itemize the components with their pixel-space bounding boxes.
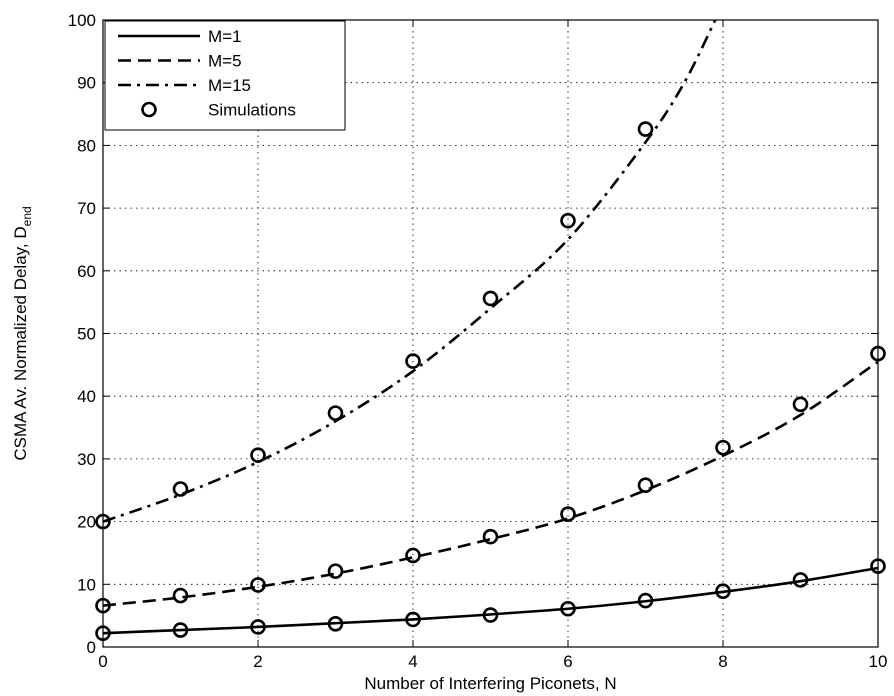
x-tick-label: 0 [98, 652, 107, 671]
y-tick-label: 10 [77, 575, 96, 594]
series-line-m-15 [102, 19, 717, 523]
simulation-markers [95, 121, 886, 642]
simulation-point [715, 583, 731, 599]
y-tick-label: 20 [77, 513, 96, 532]
y-tick-label: 80 [77, 136, 96, 155]
simulation-point [405, 611, 421, 628]
legend-box [104, 20, 346, 131]
x-tick-label: 10 [869, 652, 888, 671]
simulation-point [250, 577, 266, 593]
legend-label-m-5: M=5 [208, 52, 242, 71]
legend-label-simulations: Simulations [208, 101, 296, 120]
legend: M=1 M=5 M=15 Simulations [104, 20, 346, 131]
simulation-point [327, 405, 344, 421]
legend-label-m-15: M=15 [208, 76, 251, 95]
y-tick-label: 90 [77, 74, 96, 93]
x-tick-label: 8 [718, 652, 727, 671]
y-axis-label: CSMA Av. Normalized Delay, Dend [11, 206, 34, 460]
y-tick-label: 60 [77, 262, 96, 281]
y-axis-label-main: CSMA Av. Normalized Delay, D [11, 226, 30, 460]
y-tick-label: 50 [77, 325, 96, 344]
series-curves [102, 19, 879, 635]
simulation-point [405, 353, 421, 369]
series-line-m-5 [102, 360, 879, 607]
simulation-point [405, 547, 421, 564]
simulation-point [715, 439, 731, 456]
simulation-point [172, 622, 189, 638]
series-line-m-1 [102, 566, 879, 635]
y-tick-label: 30 [77, 450, 96, 469]
simulation-point [172, 587, 189, 604]
legend-marker-simulations [141, 101, 157, 118]
grid [103, 20, 878, 647]
simulation-point [482, 290, 499, 307]
y-tick-label: 40 [77, 387, 96, 406]
simulation-point [560, 506, 576, 522]
simulation-point [560, 212, 576, 229]
simulation-point [250, 447, 266, 463]
y-axis-label-subscript: end [20, 206, 34, 226]
y-tick-label: 0 [87, 638, 96, 657]
simulation-point [482, 528, 499, 545]
simulation-point [637, 592, 654, 609]
simulation-point [327, 616, 344, 632]
simulation-point [637, 477, 654, 494]
simulation-point [482, 607, 499, 623]
x-tick-label: 4 [408, 652, 417, 671]
x-tick-label: 2 [253, 652, 262, 671]
simulation-point [637, 121, 654, 137]
legend-entries: M=1 M=5 M=15 Simulations [118, 27, 296, 120]
simulation-point [792, 572, 809, 588]
x-tick-label: 6 [563, 652, 572, 671]
y-tick-label: 70 [77, 199, 96, 218]
legend-label-m-1: M=1 [208, 27, 242, 46]
y-tick-label: 100 [68, 11, 96, 30]
simulation-point [560, 600, 576, 617]
simulation-point [327, 563, 344, 579]
simulation-point [172, 481, 189, 497]
simulation-point [250, 619, 266, 635]
simulation-point [792, 396, 809, 413]
x-axis-label: Number of Interfering Piconets, N [364, 674, 616, 693]
